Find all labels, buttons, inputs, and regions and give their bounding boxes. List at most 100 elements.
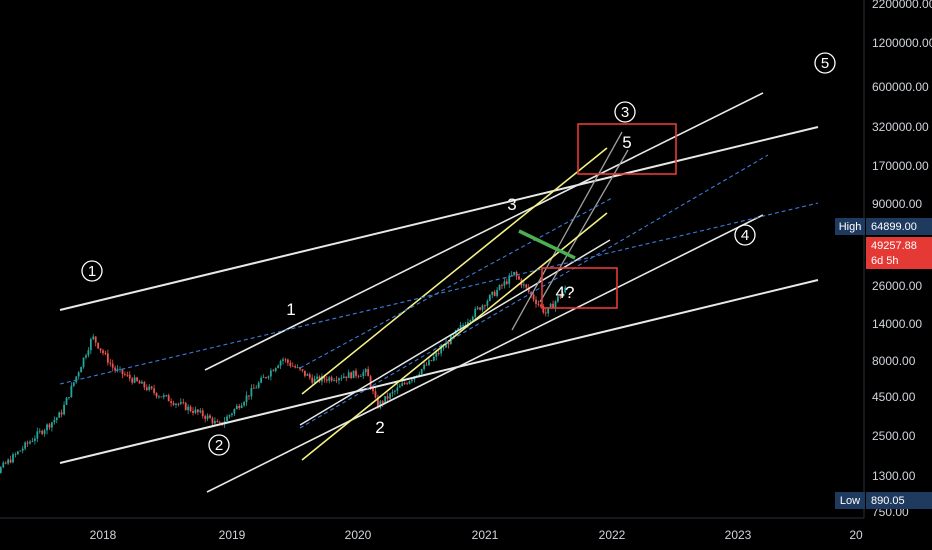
candle-body xyxy=(12,454,14,463)
candle-body xyxy=(257,382,260,388)
wave1-channel-line xyxy=(204,92,764,371)
y-tick: 320000.00 xyxy=(872,120,929,134)
candle-body xyxy=(16,451,19,455)
candle-body xyxy=(544,312,547,314)
low-price-badge: Low 890.05 xyxy=(835,492,932,509)
candle-body xyxy=(216,420,219,423)
candle-body xyxy=(340,377,343,379)
high-price-badge: High 64899.00 xyxy=(835,218,932,235)
candle-body xyxy=(106,353,109,363)
candle-body xyxy=(347,372,350,378)
candle-body xyxy=(72,382,75,386)
candle-body xyxy=(116,368,119,371)
candle-body xyxy=(539,304,542,307)
candle-body xyxy=(187,406,190,411)
candle-body xyxy=(167,395,170,402)
candle-body xyxy=(211,418,214,424)
candle-body xyxy=(364,369,367,373)
candle-body xyxy=(55,417,58,420)
candle-body xyxy=(488,294,491,301)
candle-body xyxy=(279,360,282,366)
candle-body xyxy=(24,442,27,449)
wave-circle-5: 5 xyxy=(814,52,836,74)
candle-body xyxy=(313,378,316,383)
candle-body xyxy=(148,386,151,390)
candle-body xyxy=(2,462,5,468)
candle-body xyxy=(177,403,180,405)
candle-body xyxy=(109,362,112,364)
candle-body xyxy=(401,383,404,386)
candle-body xyxy=(272,370,275,372)
candle-body xyxy=(403,383,406,384)
candle-body xyxy=(554,301,557,308)
candle-body xyxy=(561,292,564,297)
candle-body xyxy=(467,322,469,326)
dashed-line-1 xyxy=(59,202,819,385)
candle-body xyxy=(547,307,550,314)
trend-lines xyxy=(59,92,819,493)
candle-body xyxy=(201,410,204,417)
candle-body xyxy=(542,306,545,313)
candle-body xyxy=(435,353,438,357)
wave5-target-box[interactable] xyxy=(577,123,677,175)
candle-body xyxy=(33,438,36,442)
candle-body xyxy=(209,415,211,419)
candle-body xyxy=(255,387,258,389)
candle-body xyxy=(284,359,287,361)
candle-body xyxy=(381,401,384,404)
candle-body xyxy=(355,370,357,376)
candle-body xyxy=(396,387,399,391)
candle-body xyxy=(442,347,445,349)
candle-body xyxy=(374,391,377,398)
candle-body xyxy=(238,405,241,408)
svg-text:49257.88: 49257.88 xyxy=(871,240,917,252)
candle-body xyxy=(549,303,552,308)
candle-body xyxy=(243,402,245,406)
candle-body xyxy=(262,377,265,378)
candle-body xyxy=(233,409,236,414)
candle-body xyxy=(291,365,294,367)
candle-body xyxy=(184,402,187,411)
candle-body xyxy=(440,347,443,354)
wave4-target-box[interactable] xyxy=(541,267,618,309)
candle-body xyxy=(491,291,494,295)
candle-body xyxy=(316,376,318,379)
candle-body xyxy=(260,377,263,383)
candle-body xyxy=(479,307,481,310)
candle-body xyxy=(53,419,56,423)
candle-body xyxy=(31,441,34,442)
candle-body xyxy=(481,305,484,310)
wave-circle-1: 1 xyxy=(81,260,103,282)
candle-body xyxy=(38,430,41,432)
candle-body xyxy=(65,397,68,405)
candle-body xyxy=(372,387,374,392)
svg-text:4: 4 xyxy=(741,227,749,244)
time-axis[interactable]: 2018 2019 2020 2021 2022 2023 20 xyxy=(0,517,864,542)
candle-body xyxy=(114,367,117,371)
candle-body xyxy=(196,409,199,413)
candle-body xyxy=(362,372,365,377)
candle-body xyxy=(420,369,423,375)
candle-body xyxy=(357,375,360,377)
candle-body xyxy=(350,372,353,379)
candle-body xyxy=(7,459,10,464)
candle-body xyxy=(328,377,331,381)
candle-body xyxy=(145,387,148,390)
candle-body xyxy=(428,360,430,366)
candle-body xyxy=(503,281,506,286)
candle-body xyxy=(384,396,387,404)
candle-body xyxy=(423,364,426,370)
candle-body xyxy=(158,396,160,398)
candle-body xyxy=(352,370,355,379)
candle-body xyxy=(398,385,401,388)
candle-body xyxy=(94,336,97,343)
candle-body xyxy=(559,296,562,298)
svg-text:5: 5 xyxy=(821,55,829,72)
y-tick: 14000.00 xyxy=(872,317,922,331)
candle-body xyxy=(231,413,233,416)
candle-body xyxy=(175,403,177,405)
upper-trend-line xyxy=(59,126,819,311)
price-axis[interactable]: 2200000.00 1200000.00 600000.00 320000.0… xyxy=(835,0,932,519)
svg-text:6d 5h: 6d 5h xyxy=(871,255,899,267)
